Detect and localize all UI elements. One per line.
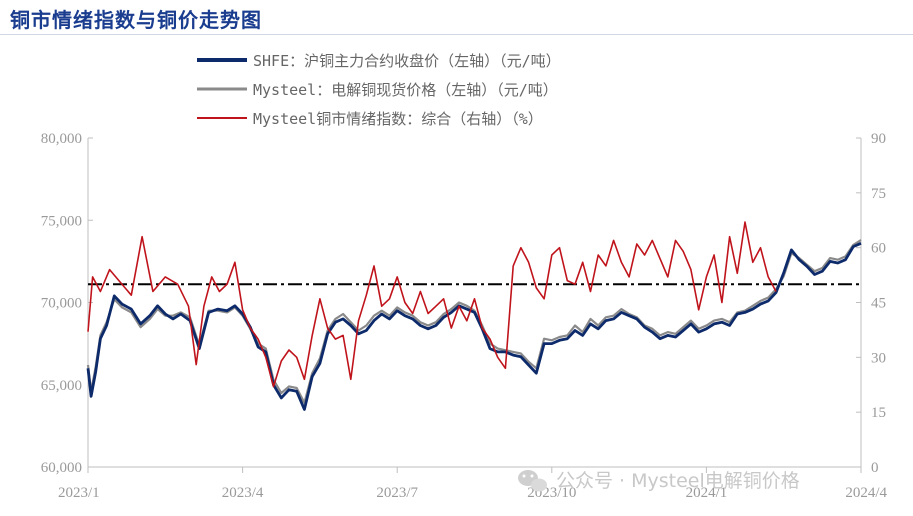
series-line-sentiment-index	[87, 221, 777, 388]
right-tick-label: 90	[871, 131, 886, 147]
x-tick-label: 2023/4	[222, 485, 264, 501]
tick-labels: 60,000 65,000 70,000 75,000 80,000 0 15 30 45 60 7…	[41, 131, 888, 501]
right-tick-label: 15	[871, 405, 886, 421]
left-tick-label: 70,000	[41, 296, 82, 312]
x-tick-label: 2024/4	[845, 485, 887, 501]
chart-title: 铜市情绪指数与铜价走势图	[10, 8, 262, 32]
series-line-shfe-close	[86, 242, 862, 411]
x-tick-label: 2023/7	[376, 485, 418, 501]
right-tick-label: 60	[871, 241, 886, 257]
left-tick-label: 80,000	[41, 131, 82, 147]
left-tick-label: 75,000	[41, 213, 82, 229]
wechat-icon	[518, 470, 547, 492]
x-tick-label: 2023/1	[58, 485, 100, 501]
x-tick-label: 2024/1	[686, 485, 728, 501]
right-tick-label: 45	[871, 296, 886, 312]
right-tick-label: 30	[871, 350, 886, 366]
left-tick-label: 60,000	[41, 460, 82, 476]
legend-label-spot: Mysteel：电解铜现货价格（左轴）（元/吨）	[253, 81, 558, 99]
legend: SHFE：沪铜主力合约收盘价（左轴）（元/吨） Mysteel：电解铜现货价格（…	[197, 52, 561, 128]
legend-label-shfe: SHFE：沪铜主力合约收盘价（左轴）（元/吨）	[253, 52, 561, 70]
legend-label-index: Mysteel铜市情绪指数：综合（右轴）（%）	[253, 110, 543, 128]
series-line-mysteel-spot	[86, 239, 862, 404]
watermark: 公众号 · Mysteel电解铜价格	[518, 470, 800, 492]
watermark-text: 公众号 · Mysteel电解铜价格	[556, 470, 800, 492]
title-divider	[0, 34, 913, 35]
right-tick-label: 75	[871, 186, 886, 202]
plot-area	[86, 221, 862, 411]
right-tick-label: 0	[871, 460, 879, 476]
axes	[87, 138, 862, 468]
left-tick-label: 65,000	[41, 378, 82, 394]
